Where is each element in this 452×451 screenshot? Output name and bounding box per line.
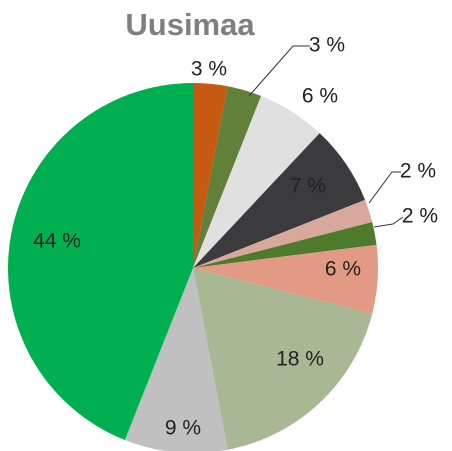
pie-slice xyxy=(124,268,228,451)
data-label: 44 % xyxy=(33,230,81,253)
pie-slice xyxy=(193,133,366,268)
pie-slice xyxy=(193,244,378,315)
leader-line xyxy=(373,216,404,228)
data-label: 3 % xyxy=(309,34,345,57)
pie-slice xyxy=(193,83,228,268)
data-label: 2 % xyxy=(402,205,438,228)
pie-slice xyxy=(193,95,320,268)
chart-title: Uusimaa xyxy=(125,7,255,42)
leader-line xyxy=(248,45,310,97)
data-label: 6 % xyxy=(325,258,361,281)
data-label: 18 % xyxy=(276,348,324,371)
pie-slice xyxy=(193,199,373,268)
data-label: 2 % xyxy=(400,160,436,183)
data-label: 3 % xyxy=(191,58,227,81)
pie-slice xyxy=(193,221,377,268)
pie-slice xyxy=(8,83,193,441)
data-label: 9 % xyxy=(165,417,201,440)
pie-slice xyxy=(193,86,262,268)
leader-line xyxy=(368,171,401,204)
data-label: 7 % xyxy=(290,175,326,198)
pie-slice xyxy=(193,268,373,450)
data-label: 6 % xyxy=(302,85,338,108)
